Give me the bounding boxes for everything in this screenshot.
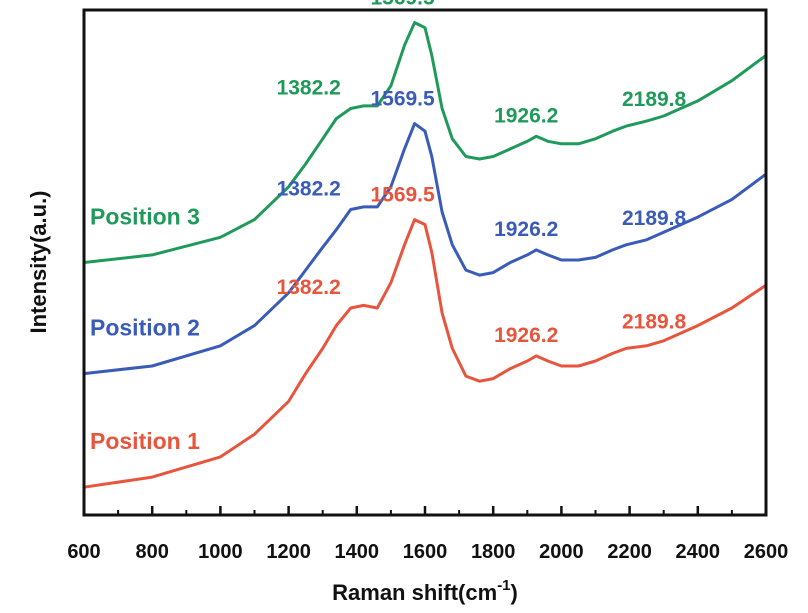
peak-label-series2-1569_5: 1569.5 xyxy=(370,88,435,111)
peak-label-series1-2189_8: 2189.8 xyxy=(622,310,687,333)
plot-lines xyxy=(82,21,768,489)
peak-label-series1-1926_2: 1926.2 xyxy=(494,324,558,347)
series-line-3 xyxy=(82,21,768,264)
x-tick-label-2200: 2200 xyxy=(607,541,652,563)
series-line-1 xyxy=(82,218,768,489)
peak-label-series3-2189_8: 2189.8 xyxy=(622,88,687,111)
x-tick-label-2600: 2600 xyxy=(744,541,789,563)
peak-label-series1-1569_5: 1569.5 xyxy=(370,184,435,207)
y-axis-title: Intensity(a.u.) xyxy=(26,190,51,333)
x-axis-ticks xyxy=(82,506,768,515)
x-axis-tick-labels: 600 800 1000 1200 1400 1600 1800 2000 2200 2400 26… xyxy=(67,541,788,563)
peak-label-series2-1382_2: 1382.2 xyxy=(277,178,341,201)
peak-labels: 1382.2 1569.5 1926.2 2189.8 1382.2 1569.5 1926… xyxy=(277,0,687,347)
series-line-2 xyxy=(82,122,768,376)
x-tick-label-1200: 1200 xyxy=(266,541,311,563)
x-tick-label-2000: 2000 xyxy=(539,541,584,563)
series-label-2: Position 2 xyxy=(90,315,200,341)
x-tick-label-800: 800 xyxy=(136,541,169,563)
x-axis-title-main: Raman shift(cm xyxy=(332,580,497,605)
peak-label-series3-1926_2: 1926.2 xyxy=(494,104,558,127)
series-label-3: Position 3 xyxy=(90,204,200,230)
x-tick-label-1600: 1600 xyxy=(403,541,448,563)
peak-label-series2-1926_2: 1926.2 xyxy=(494,218,558,241)
x-tick-label-600: 600 xyxy=(67,541,100,563)
x-axis-title-superscript: -1 xyxy=(497,577,510,594)
x-axis-title: Raman shift(cm-1) xyxy=(332,577,518,605)
x-tick-label-2400: 2400 xyxy=(676,541,721,563)
x-tick-label-1400: 1400 xyxy=(335,541,380,563)
series-labels: Position 1 Position 2 Position 3 xyxy=(90,204,200,455)
x-tick-label-1800: 1800 xyxy=(471,541,516,563)
peak-label-series1-1382_2: 1382.2 xyxy=(277,276,341,299)
peak-label-series3-1569_5: 1569.5 xyxy=(370,0,435,10)
peak-label-series2-2189_8: 2189.8 xyxy=(622,207,687,230)
x-tick-label-1000: 1000 xyxy=(198,541,243,563)
peak-label-series3-1382_2: 1382.2 xyxy=(277,77,341,100)
series-label-1: Position 1 xyxy=(90,428,200,454)
x-axis-title-close: ) xyxy=(511,580,518,605)
